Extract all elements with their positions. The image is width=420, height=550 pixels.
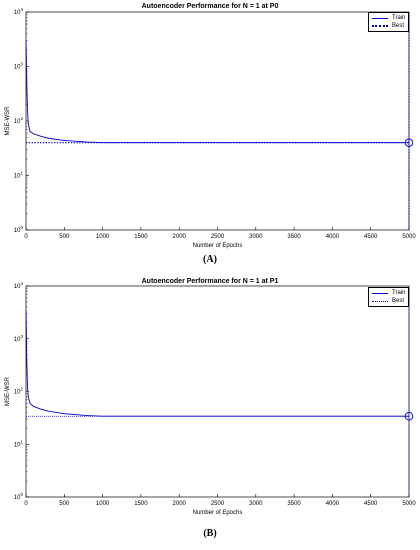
y-tick-label: 103	[14, 62, 24, 71]
x-tick-label: 3000	[249, 234, 263, 240]
caption-a: (A)	[203, 254, 217, 265]
x-tick-label: 1000	[96, 501, 110, 507]
y-tick-label: 102	[14, 116, 24, 125]
chart-svg: 0 500 1000 1500 2000 2500 3000 3500 4000 4500 5000…	[5, 7, 416, 249]
y-tick-label: 104	[14, 7, 24, 16]
y-tick-label: 103	[14, 334, 24, 343]
chart-legend: Train Best	[368, 12, 410, 32]
legend-swatch-train	[372, 292, 388, 294]
legend-entry-train: Train	[372, 14, 405, 22]
legend-swatch-best	[372, 300, 388, 302]
train-series-line	[25, 310, 409, 417]
chart-title: Autoencoder Performance for N = 1 at P0	[141, 3, 279, 10]
y-tick-label: 101	[14, 171, 24, 180]
y-axis-label: MSE-WSR	[5, 376, 11, 406]
x-tick-label: 3500	[287, 234, 301, 240]
legend-entry-train: Train	[372, 289, 405, 297]
x-tick-label: 5000	[402, 501, 416, 507]
best-point-marker	[404, 411, 414, 421]
legend-entry-best: Best	[372, 22, 405, 30]
legend-label-best: Best	[392, 23, 405, 29]
legend-label-best: Best	[392, 298, 405, 304]
plot-area	[25, 11, 410, 231]
x-tick-label: 5000	[402, 234, 416, 240]
best-point-marker	[404, 138, 414, 147]
x-axis-label: Number of Epochs	[193, 510, 243, 516]
x-tick-label: 2000	[173, 501, 187, 507]
x-tick-label: 500	[59, 501, 70, 507]
x-tick-label: 3000	[249, 501, 263, 507]
x-tick-label: 1000	[96, 234, 110, 240]
legend-swatch-best	[372, 25, 388, 27]
x-tick-label: 2500	[211, 234, 225, 240]
x-tick-label: 0	[24, 234, 28, 240]
x-tick-label: 1500	[134, 501, 148, 507]
y-tick-label: 100	[14, 225, 24, 234]
legend-swatch-train	[372, 17, 388, 19]
caption-b: (B)	[203, 528, 217, 539]
chart-svg: 0 500 1000 1500 2000 2500 3000 3500 4000 4500 5000…	[5, 281, 416, 516]
chart-title: Autoencoder Performance for N = 1 at P1	[141, 278, 279, 285]
y-tick-label: 104	[14, 281, 24, 290]
y-axis-label: MSE-WSR	[5, 106, 11, 136]
legend-entry-best: Best	[372, 297, 405, 305]
x-axis-label: Number of Epochs	[193, 243, 243, 249]
chart-legend: Train Best	[368, 287, 410, 307]
chart-panel-b: Autoencoder Performance for N = 1 at P1 …	[0, 275, 420, 525]
x-tick-label: 500	[59, 234, 70, 240]
y-tick-label: 100	[14, 492, 24, 501]
legend-label-train: Train	[392, 15, 406, 21]
x-tick-label: 0	[24, 501, 28, 507]
y-tick-label: 101	[14, 439, 24, 448]
x-tick-label: 3500	[287, 501, 301, 507]
x-tick-label: 1500	[134, 234, 148, 240]
chart-panel-a: Autoencoder Performance for N = 1 at P0 …	[0, 0, 420, 262]
x-tick-label: 2000	[173, 234, 187, 240]
x-tick-label: 4500	[364, 501, 378, 507]
x-tick-label: 4000	[326, 501, 340, 507]
train-series-line	[25, 40, 409, 144]
x-tick-label: 4000	[326, 234, 340, 240]
plot-area	[25, 285, 410, 498]
x-tick-label: 4500	[364, 234, 378, 240]
y-tick-label: 102	[14, 387, 24, 396]
x-tick-label: 2500	[211, 501, 225, 507]
legend-label-train: Train	[392, 290, 406, 296]
